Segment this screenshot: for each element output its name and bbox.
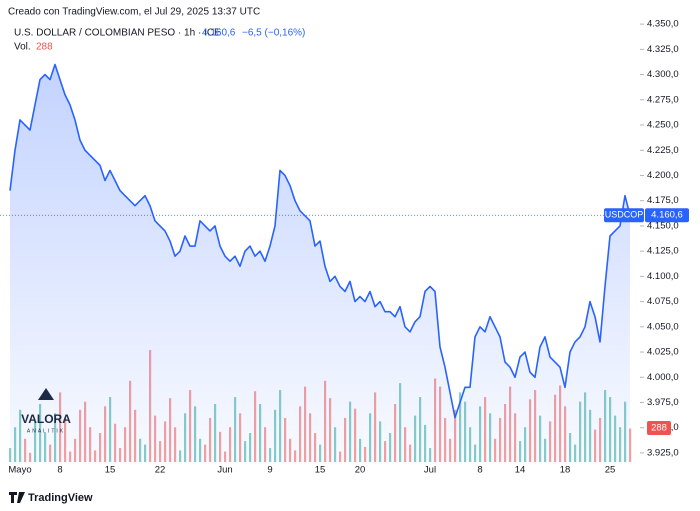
header-change: −6,5 (−0,16%) xyxy=(242,28,305,39)
y-tick-label: 4.150,0 xyxy=(647,220,679,231)
x-tick-label: 25 xyxy=(605,465,616,476)
volume-label: Vol. xyxy=(14,42,31,53)
logo-icon xyxy=(38,388,54,400)
x-tick-label: 20 xyxy=(355,465,366,476)
y-tick-label: 4.025,0 xyxy=(647,347,679,358)
x-tick-label: 8 xyxy=(57,465,62,476)
y-tick-label: 4.325,0 xyxy=(647,44,679,55)
x-tick-label: 22 xyxy=(155,465,166,476)
x-tick-label: 15 xyxy=(315,465,326,476)
footer-icon xyxy=(9,492,25,503)
y-tick-label: 4.250,0 xyxy=(647,120,679,131)
symbol-tag xyxy=(604,208,644,223)
price-tag xyxy=(645,208,689,223)
created-note: Creado con TradingView.com, el Jul 29, 2… xyxy=(8,7,260,18)
x-tick-label: 14 xyxy=(515,465,526,476)
x-tick-label: Jun xyxy=(217,465,232,476)
volume-tag-label: 288 xyxy=(651,423,667,434)
y-tick-label: 4.275,0 xyxy=(647,94,679,105)
symbol: U.S. DOLLAR / COLOMBIAN PESO · 1h · ICE xyxy=(14,28,221,39)
logo-name: VALORA xyxy=(21,412,71,426)
price-line xyxy=(9,63,631,419)
footer-text: TradingView xyxy=(28,492,93,504)
header-price: 4.160,6 xyxy=(202,28,236,39)
volume-bar xyxy=(629,428,632,462)
y-tick-label: 4.225,0 xyxy=(647,145,679,156)
y-tick-label: 4.100,0 xyxy=(647,271,679,282)
y-tick-label: 4.050,0 xyxy=(647,321,679,332)
symbol-tag-label: USDCOP xyxy=(605,210,644,220)
y-tick-label: 4.200,0 xyxy=(647,170,679,181)
y-tick-label: 3.925,0 xyxy=(647,447,679,458)
x-tick-label: 9 xyxy=(267,465,272,476)
logo-sub: ANALITIK xyxy=(27,428,65,434)
x-tick-label: 18 xyxy=(560,465,571,476)
volume-tag xyxy=(647,421,671,435)
x-tick-label: 8 xyxy=(477,465,482,476)
y-tick-label: 3.975,0 xyxy=(647,397,679,408)
y-tick-label: 4.350,0 xyxy=(647,19,679,30)
footer: TradingView xyxy=(9,492,93,504)
price-area xyxy=(10,64,630,462)
x-tick-label: 15 xyxy=(105,465,116,476)
plot: 3.925,03.950,03.975,04.000,04.025,04.050… xyxy=(0,19,689,476)
price-tag-label: 4.160,6 xyxy=(651,210,683,221)
logo: VALORA ANALITIK xyxy=(21,388,71,434)
y-tick-label: 4.000,0 xyxy=(647,372,679,383)
header-volume: 288 xyxy=(36,42,53,53)
x-tick-label: Jul xyxy=(424,465,436,476)
x-tick-label: Mayo xyxy=(8,465,31,476)
y-tick-label: 4.175,0 xyxy=(647,195,679,206)
y-tick-label: 4.075,0 xyxy=(647,296,679,307)
y-tick-label: 4.125,0 xyxy=(647,246,679,257)
y-tick-label: 4.300,0 xyxy=(647,69,679,80)
